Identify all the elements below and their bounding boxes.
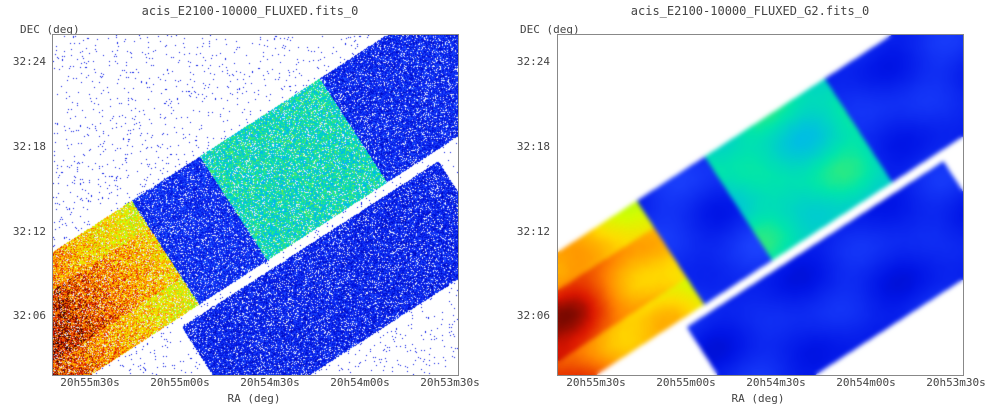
y-tick-label: 32:12 bbox=[516, 225, 550, 238]
x-tick-label: 20h55m30s bbox=[566, 376, 626, 389]
y-tick-label: 32:06 bbox=[516, 309, 550, 322]
x-axis-label: RA (deg) bbox=[227, 392, 281, 405]
panel-title: acis_E2100-10000_FLUXED_G2.fits_0 bbox=[630, 4, 870, 18]
image-pixels[interactable] bbox=[558, 35, 963, 375]
x-tick-label: 20h54m00s bbox=[330, 376, 390, 389]
y-tick-label: 32:18 bbox=[516, 140, 550, 153]
y-tick-label: 32:18 bbox=[12, 140, 46, 153]
x-tick-label: 20h53m30s bbox=[420, 376, 480, 389]
y-axis-label: DEC (deg) bbox=[20, 23, 80, 36]
y-tick-label: 32:06 bbox=[12, 309, 46, 322]
image-pixels[interactable] bbox=[53, 35, 458, 375]
x-tick-label: 20h55m30s bbox=[60, 376, 120, 389]
y-tick-label: 32:24 bbox=[516, 55, 550, 68]
image-panel-raw: acis_E2100-10000_FLUXED.fits_0 DEC (deg)… bbox=[12, 4, 480, 405]
image-canvas-raw[interactable] bbox=[52, 34, 459, 376]
x-tick-label: 20h54m00s bbox=[836, 376, 896, 389]
x-tick-label: 20h55m00s bbox=[150, 376, 210, 389]
image-canvas-smoothed[interactable] bbox=[557, 34, 964, 376]
x-tick-label: 20h54m30s bbox=[240, 376, 300, 389]
x-axis-label: RA (deg) bbox=[731, 392, 785, 405]
panel-title: acis_E2100-10000_FLUXED.fits_0 bbox=[141, 4, 359, 18]
y-tick-label: 32:24 bbox=[12, 55, 46, 68]
x-tick-label: 20h55m00s bbox=[656, 376, 716, 389]
y-axis-label: DEC (deg) bbox=[520, 23, 580, 36]
x-tick-label: 20h54m30s bbox=[746, 376, 806, 389]
image-panel-smoothed: acis_E2100-10000_FLUXED_G2.fits_0 DEC (d… bbox=[500, 0, 1000, 410]
y-tick-label: 32:12 bbox=[12, 225, 46, 238]
x-tick-label: 20h53m30s bbox=[926, 376, 986, 389]
